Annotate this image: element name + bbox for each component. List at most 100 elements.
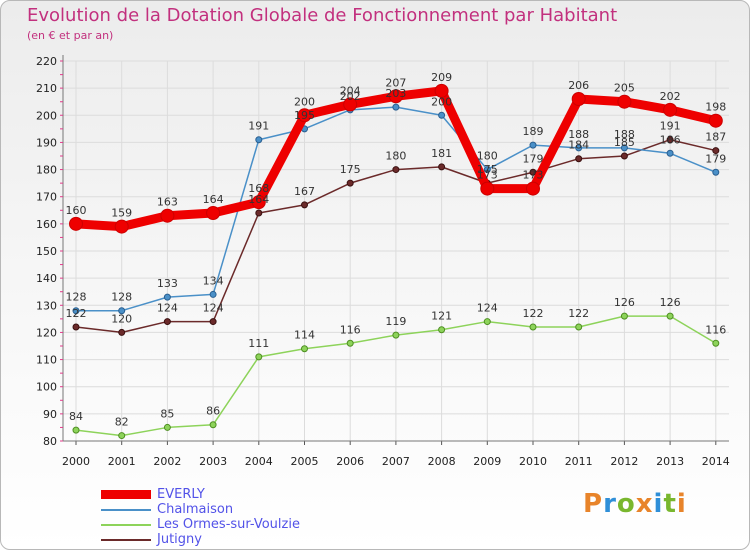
- data-point-chalmaison: [529, 141, 537, 149]
- x-tick-label: 2004: [245, 455, 273, 468]
- data-point-les-ormes-sur-voulzie: [483, 318, 491, 326]
- data-label-les-ormes-sur-voulzie: 86: [206, 405, 220, 418]
- legend-label-jutigny: Jutigny: [157, 532, 202, 547]
- data-label-les-ormes-sur-voulzie: 82: [115, 416, 129, 429]
- chart-subtitle: (en € et par an): [27, 29, 114, 42]
- legend-swatch-les-ormes: [101, 524, 151, 526]
- data-point-les-ormes-sur-voulzie: [392, 331, 400, 339]
- data-label-chalmaison: 203: [385, 87, 406, 100]
- data-label-chalmaison: 128: [111, 291, 132, 304]
- data-label-les-ormes-sur-voulzie: 124: [477, 302, 498, 315]
- y-tick-label: 150: [36, 245, 57, 258]
- data-point-les-ormes-sur-voulzie: [301, 345, 308, 353]
- data-label-chalmaison: 134: [203, 274, 224, 287]
- data-point-chalmaison: [666, 149, 674, 157]
- data-point-jutigny: [301, 201, 308, 209]
- data-point-everly: [343, 97, 358, 112]
- data-label-jutigny: 180: [385, 150, 406, 163]
- data-point-everly: [434, 83, 449, 98]
- data-label-everly: 207: [385, 76, 406, 89]
- y-tick-label: 120: [36, 326, 57, 339]
- data-label-jutigny: 191: [660, 120, 681, 133]
- data-label-everly: 173: [477, 169, 498, 182]
- data-label-les-ormes-sur-voulzie: 122: [523, 307, 544, 320]
- data-point-everly: [708, 113, 723, 128]
- y-tick-label: 130: [36, 299, 57, 312]
- data-label-jutigny: 179: [523, 152, 544, 165]
- y-tick-label: 80: [43, 435, 57, 448]
- data-label-everly: 206: [568, 79, 589, 92]
- y-tick-label: 200: [36, 109, 57, 122]
- data-point-everly: [251, 195, 266, 210]
- y-tick-label: 180: [36, 164, 57, 177]
- data-point-jutigny: [666, 136, 674, 144]
- data-point-jutigny: [163, 318, 171, 326]
- data-point-chalmaison: [483, 166, 491, 174]
- chart-axes: 80 90 100 110 120 130 140 150 160 170 180 190 200 210…: [36, 55, 730, 468]
- data-label-chalmaison: 188: [614, 128, 635, 141]
- logo-letter: x: [635, 489, 654, 519]
- y-tick-label: 220: [36, 55, 57, 68]
- legend-label-les-ormes: Les Ormes-sur-Voulzie: [157, 517, 300, 532]
- y-tick-label: 100: [36, 381, 57, 394]
- data-point-everly: [160, 208, 175, 223]
- x-tick-label: 2007: [382, 455, 410, 468]
- x-tick-label: 2011: [565, 455, 593, 468]
- data-point-les-ormes-sur-voulzie: [255, 353, 263, 361]
- data-label-les-ormes-sur-voulzie: 111: [248, 337, 269, 350]
- data-point-jutigny: [209, 318, 217, 326]
- data-label-chalmaison: 195: [294, 109, 315, 122]
- y-tick-label: 160: [36, 218, 57, 231]
- data-point-everly: [480, 181, 495, 196]
- data-point-chalmaison: [438, 111, 446, 119]
- data-label-chalmaison: 180: [477, 150, 498, 163]
- data-label-les-ormes-sur-voulzie: 126: [614, 296, 635, 309]
- y-tick-label: 190: [36, 136, 57, 149]
- x-tick-label: 2010: [519, 455, 547, 468]
- data-point-everly: [297, 108, 312, 123]
- data-label-les-ormes-sur-voulzie: 116: [340, 323, 361, 336]
- data-point-jutigny: [255, 209, 263, 217]
- data-point-chalmaison: [209, 290, 217, 298]
- data-label-jutigny: 185: [614, 136, 635, 149]
- data-label-les-ormes-sur-voulzie: 114: [294, 329, 315, 342]
- data-label-jutigny: 181: [431, 147, 452, 160]
- chart-grid: [63, 60, 729, 442]
- logo-letter: o: [616, 489, 636, 519]
- data-label-everly: 159: [111, 207, 132, 220]
- x-tick-label: 2012: [610, 455, 638, 468]
- data-point-les-ormes-sur-voulzie: [712, 339, 720, 347]
- data-point-everly: [571, 92, 586, 106]
- data-point-chalmaison: [163, 293, 171, 301]
- data-label-everly: 168: [248, 182, 269, 195]
- data-point-jutigny: [346, 179, 354, 187]
- data-point-les-ormes-sur-voulzie: [666, 312, 674, 320]
- data-label-jutigny: 167: [294, 185, 315, 198]
- proxiti-logo: Proxiti: [583, 489, 687, 519]
- y-tick-label: 170: [36, 191, 57, 204]
- data-point-chalmaison: [620, 144, 628, 152]
- x-tick-label: 2009: [473, 455, 501, 468]
- data-label-chalmaison: 191: [248, 120, 269, 133]
- x-tick-label: 2013: [656, 455, 684, 468]
- data-label-chalmaison: 202: [340, 90, 361, 103]
- data-label-jutigny: 122: [66, 307, 87, 320]
- data-point-jutigny: [620, 152, 628, 160]
- data-point-chalmaison: [72, 307, 80, 315]
- data-point-jutigny: [438, 163, 446, 171]
- data-point-jutigny: [392, 166, 400, 174]
- data-label-everly: 173: [523, 169, 544, 182]
- data-point-les-ormes-sur-voulzie: [209, 421, 217, 429]
- data-point-les-ormes-sur-voulzie: [529, 323, 537, 331]
- data-label-everly: 204: [340, 84, 361, 97]
- data-label-everly: 202: [660, 90, 681, 103]
- data-label-les-ormes-sur-voulzie: 84: [69, 410, 83, 423]
- data-label-everly: 209: [431, 71, 452, 84]
- chart-series: [69, 83, 723, 440]
- logo-letter: i: [676, 489, 687, 519]
- logo-letter: P: [583, 489, 604, 519]
- data-label-les-ormes-sur-voulzie: 121: [431, 310, 452, 323]
- data-label-chalmaison: 133: [157, 277, 178, 290]
